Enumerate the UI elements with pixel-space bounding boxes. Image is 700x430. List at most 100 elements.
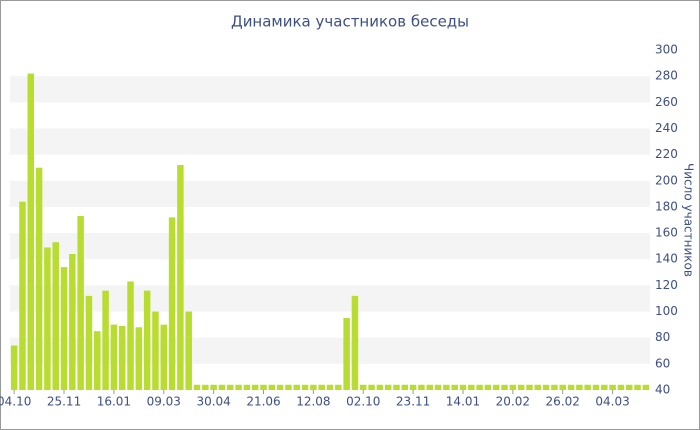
- bar: [360, 384, 367, 390]
- bar: [601, 384, 608, 390]
- bar: [177, 165, 184, 390]
- bar: [118, 325, 126, 390]
- bar: [418, 384, 425, 390]
- y-tick-label: 40: [655, 383, 670, 397]
- bar: [268, 384, 276, 390]
- bar: [318, 384, 325, 390]
- x-tick-label: 20.02: [496, 395, 530, 409]
- bar: [592, 384, 600, 390]
- bar: [293, 384, 300, 390]
- bar: [52, 242, 59, 390]
- bar: [243, 384, 251, 390]
- bar: [310, 384, 317, 390]
- bar: [401, 384, 409, 390]
- bar: [218, 384, 226, 390]
- y-tick-label: 80: [655, 330, 670, 344]
- bar: [492, 384, 500, 390]
- bar: [459, 384, 467, 390]
- y-tick-label: 100: [655, 304, 678, 318]
- bar: [110, 324, 118, 390]
- bar: [69, 254, 76, 390]
- y-tick-label: 140: [655, 252, 678, 266]
- bar: [152, 311, 159, 390]
- grid-band: [10, 233, 650, 260]
- bar: [501, 384, 508, 390]
- bar: [260, 384, 267, 390]
- x-tick-label: 25.11: [47, 395, 81, 409]
- bar: [135, 327, 143, 390]
- bar: [434, 384, 442, 390]
- y-tick-label: 180: [655, 199, 678, 213]
- bar: [251, 384, 259, 390]
- chart-title: Динамика участников беседы: [231, 13, 469, 31]
- y-tick-label: 260: [655, 95, 678, 109]
- bar: [235, 384, 242, 390]
- bar: [634, 384, 641, 390]
- bar: [559, 384, 566, 390]
- bar: [509, 384, 517, 390]
- grid-band: [10, 285, 650, 312]
- y-tick-label: 240: [655, 121, 678, 135]
- bar: [227, 384, 234, 390]
- bar: [202, 384, 209, 390]
- bar: [185, 311, 192, 390]
- bar: [517, 384, 525, 390]
- grid-band: [10, 128, 650, 155]
- bar: [143, 290, 151, 390]
- bar: [10, 345, 18, 390]
- x-tick-label: 09.03: [147, 395, 181, 409]
- x-tick-label: 16.01: [97, 395, 131, 409]
- bar: [193, 384, 201, 390]
- bar: [384, 384, 392, 390]
- bar: [60, 267, 68, 390]
- bar: [476, 384, 483, 390]
- bar: [443, 384, 450, 390]
- bar: [102, 290, 109, 390]
- bar: [625, 384, 633, 390]
- bar: [94, 331, 101, 390]
- bar: [368, 384, 375, 390]
- bar: [551, 384, 558, 390]
- bar: [426, 384, 433, 390]
- y-tick-label: 60: [655, 356, 670, 370]
- bar: [609, 384, 616, 390]
- bar: [285, 384, 292, 390]
- y-tick-label: 120: [655, 278, 678, 292]
- bar: [642, 384, 650, 390]
- bar: [160, 324, 168, 390]
- bar: [127, 281, 134, 390]
- bar: [276, 384, 284, 390]
- x-tick-label: 12.08: [296, 395, 330, 409]
- bar: [576, 384, 583, 390]
- bar: [19, 201, 26, 390]
- bar: [27, 73, 35, 391]
- y-tick-label: 300: [655, 43, 678, 57]
- bar: [376, 384, 384, 390]
- bar: [468, 384, 475, 390]
- grid-band: [10, 76, 650, 103]
- bar: [409, 384, 417, 390]
- y-tick-label: 220: [655, 147, 678, 161]
- bar: [35, 167, 43, 390]
- bar: [567, 384, 575, 390]
- bar: [542, 384, 550, 390]
- x-tick-label: 04.03: [595, 395, 629, 409]
- bar: [526, 384, 533, 390]
- bar: [484, 384, 492, 390]
- bar: [77, 216, 84, 390]
- y-tick-label: 160: [655, 226, 678, 240]
- bar: [44, 247, 51, 390]
- x-tick-label: 23.11: [396, 395, 430, 409]
- bar: [351, 295, 359, 390]
- x-tick-label: 14.01: [446, 395, 480, 409]
- bar: [393, 384, 400, 390]
- bar: [617, 384, 625, 390]
- bar: [168, 217, 176, 390]
- bar: [85, 295, 93, 390]
- y-axis-title: Число участников: [682, 163, 696, 277]
- bar: [301, 384, 309, 390]
- bar: [335, 384, 342, 390]
- y-tick-label: 280: [655, 69, 678, 83]
- grid-band: [10, 180, 650, 207]
